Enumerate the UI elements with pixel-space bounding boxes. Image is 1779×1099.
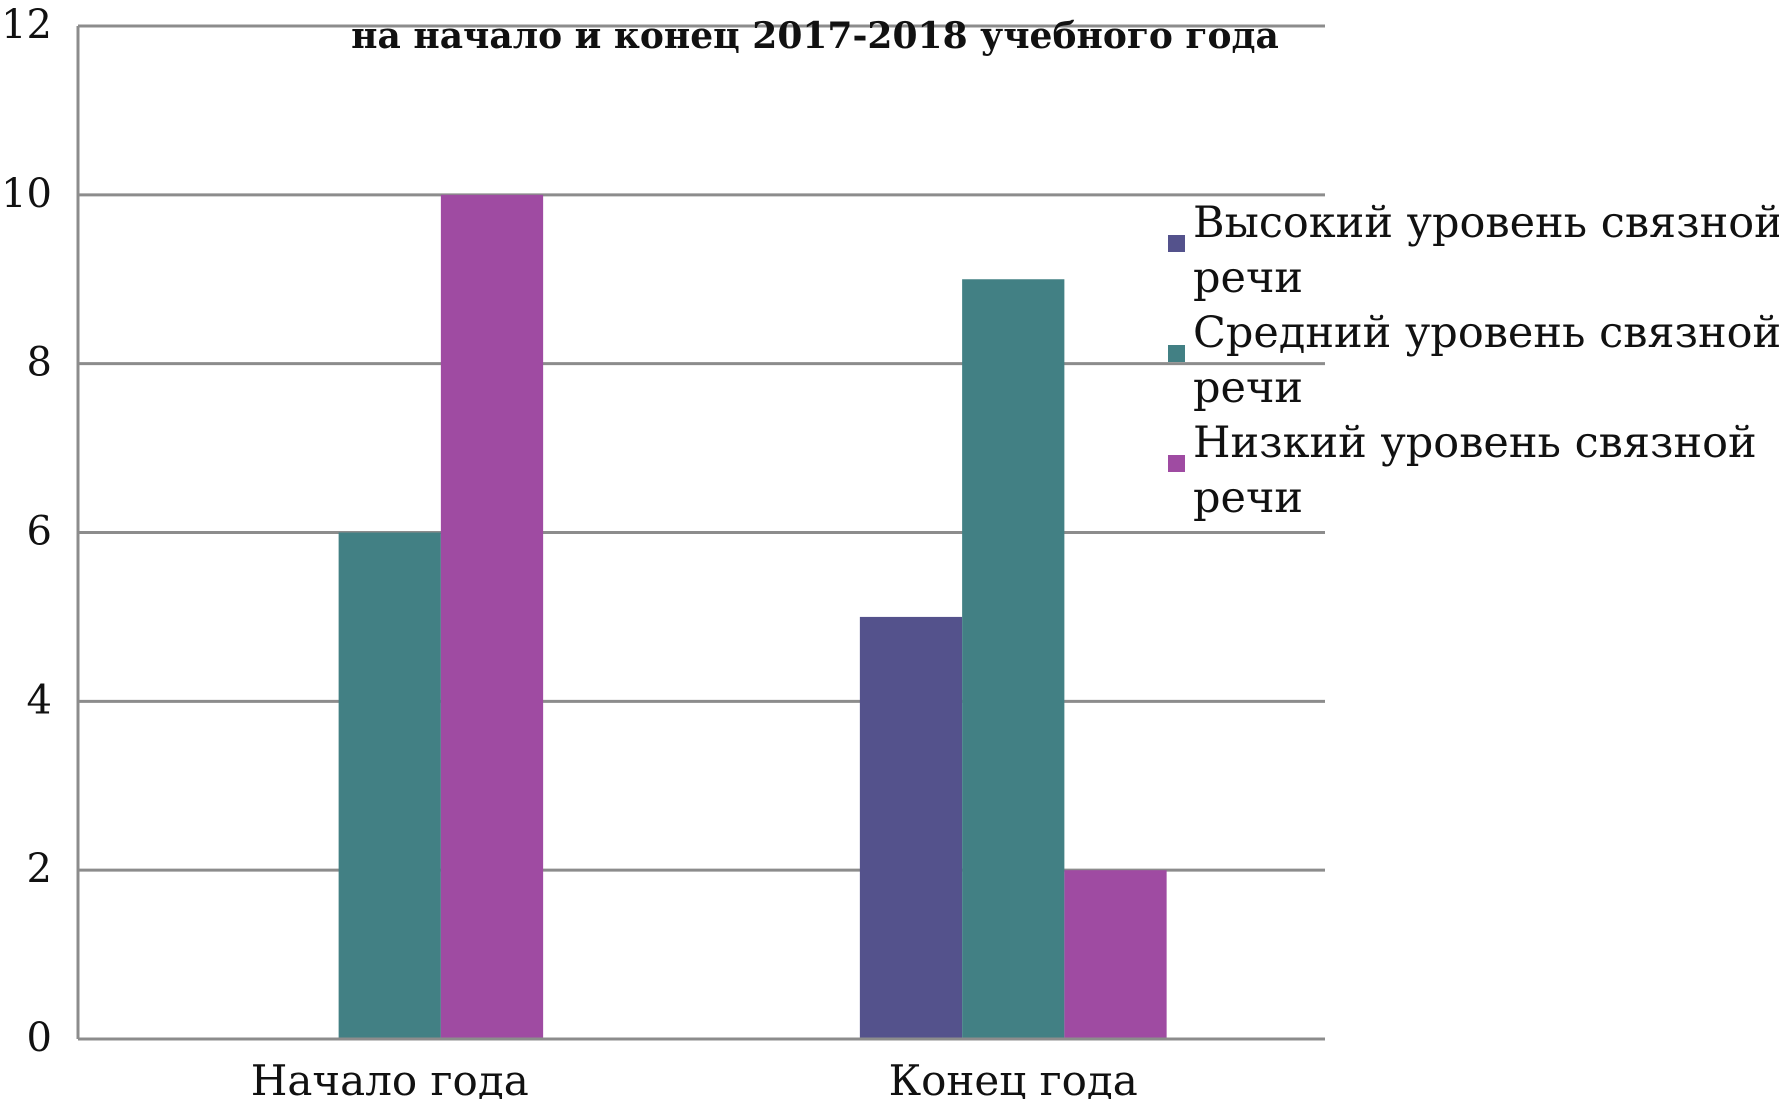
legend-entry: Средний уровень связной речи <box>1193 308 1779 413</box>
bar <box>1064 870 1167 1039</box>
legend-swatch <box>1168 455 1185 472</box>
bar <box>440 194 544 1040</box>
bar <box>962 279 1065 1039</box>
y-tick-label: 12 <box>1 2 52 48</box>
gridlines <box>78 24 1325 872</box>
legend-entry: Высокий уровень связной речи <box>1193 198 1779 303</box>
bar <box>859 616 963 1039</box>
chart-subtitle: на начало и конец 2017-2018 учебного год… <box>351 15 1279 57</box>
legend-swatch <box>1168 345 1185 362</box>
x-category-label: Начало года <box>251 1056 529 1099</box>
y-tick-label: 6 <box>27 509 52 555</box>
bar <box>338 532 441 1039</box>
y-tick-label: 4 <box>27 677 52 723</box>
y-tick-label: 0 <box>27 1015 52 1061</box>
y-tick-label: 10 <box>1 171 52 217</box>
bars <box>338 194 1167 1040</box>
legend-entry: Низкий уровень связной речи <box>1193 418 1757 523</box>
axes <box>76 26 1325 1041</box>
y-tick-label: 2 <box>27 846 52 892</box>
y-tick-labels: 0 2 4 6 8 10 12 <box>1 2 52 1061</box>
legend-swatch <box>1168 235 1185 252</box>
x-category-labels: Начало года Конец года <box>251 1056 1138 1099</box>
y-tick-label: 8 <box>27 340 52 386</box>
x-category-label: Конец года <box>889 1056 1138 1099</box>
